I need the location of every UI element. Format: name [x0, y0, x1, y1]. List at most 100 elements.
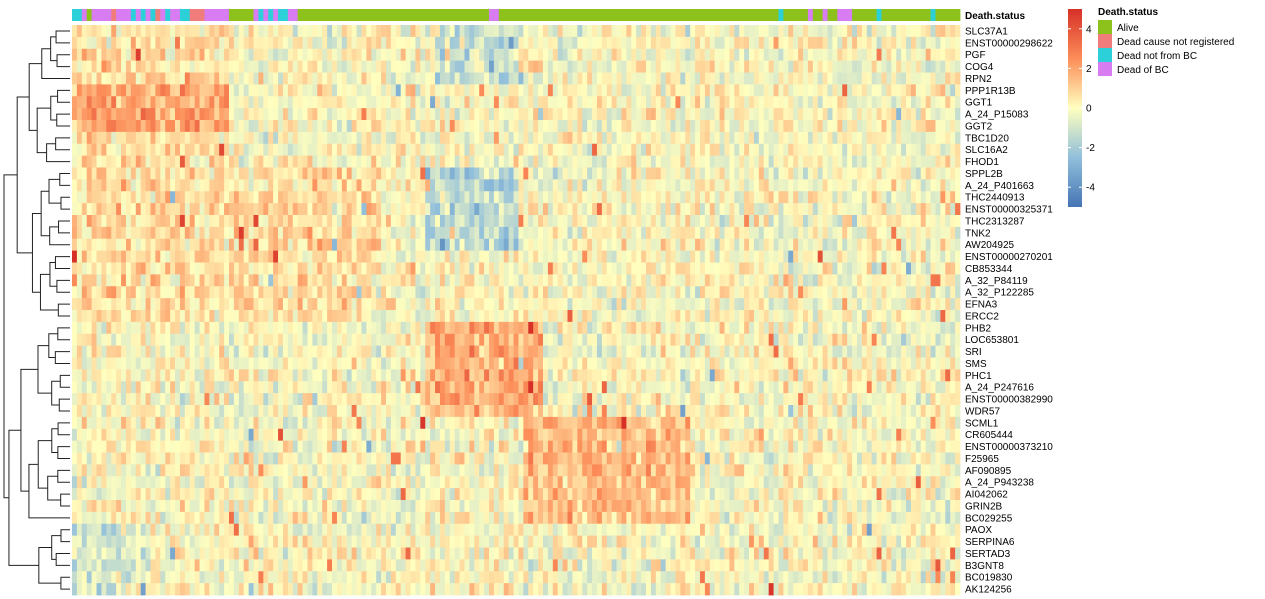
heatmap-cell [577, 84, 582, 96]
heatmap-cell [685, 144, 690, 156]
heatmap-cell [307, 61, 312, 73]
heatmap-cell [950, 179, 955, 191]
heatmap-cell [116, 132, 121, 144]
heatmap-cell [808, 156, 813, 168]
heatmap-cell [568, 168, 573, 180]
heatmap-cell [342, 132, 347, 144]
heatmap-cell [317, 61, 322, 73]
heatmap-cell [518, 120, 523, 132]
heatmap-cell [509, 61, 514, 73]
heatmap-cell [440, 156, 445, 168]
heatmap-cell [420, 132, 425, 144]
heatmap-cell [931, 49, 936, 61]
heatmap-cell [464, 73, 469, 85]
heatmap-cell [376, 84, 381, 96]
heatmap-cell [146, 298, 151, 310]
heatmap-cell [494, 73, 499, 85]
heatmap-cell [891, 227, 896, 239]
heatmap-cell [244, 286, 249, 298]
heatmap-cell [935, 203, 940, 215]
annotation-cell [877, 9, 882, 21]
heatmap-cell [558, 227, 563, 239]
heatmap-cell [415, 203, 420, 215]
heatmap-cell [204, 144, 209, 156]
heatmap-cell [195, 239, 200, 251]
heatmap-cell [847, 73, 852, 85]
heatmap-cell [146, 263, 151, 275]
heatmap-cell [361, 132, 366, 144]
heatmap-cell [121, 310, 126, 322]
heatmap-cell [97, 132, 102, 144]
heatmap-cell [455, 25, 460, 37]
heatmap-cell [97, 322, 102, 334]
heatmap-cell [592, 132, 597, 144]
heatmap-cell [940, 61, 945, 73]
heatmap-cell [612, 227, 617, 239]
heatmap-cell [455, 191, 460, 203]
heatmap-cell [798, 25, 803, 37]
heatmap-cell [675, 25, 680, 37]
heatmap-cell [832, 132, 837, 144]
heatmap-cell [352, 227, 357, 239]
heatmap-cell [720, 251, 725, 263]
heatmap-cell [489, 215, 494, 227]
heatmap-cell [494, 144, 499, 156]
heatmap-cell [656, 310, 661, 322]
heatmap-cell [621, 251, 626, 263]
annotation-cell [97, 9, 102, 21]
heatmap-cell [774, 37, 779, 49]
heatmap-cell [921, 25, 926, 37]
heatmap-cell [298, 227, 303, 239]
heatmap-cell [597, 25, 602, 37]
heatmap-cell [293, 203, 298, 215]
heatmap-cell [651, 215, 656, 227]
annotation-cell [254, 9, 259, 21]
heatmap-cell [430, 37, 435, 49]
heatmap-cell [769, 274, 774, 286]
heatmap-cell [832, 251, 837, 263]
heatmap-cell [553, 203, 558, 215]
heatmap-cell [209, 227, 214, 239]
heatmap-cell [288, 334, 293, 346]
heatmap-cell [764, 215, 769, 227]
heatmap-cell [391, 61, 396, 73]
heatmap-cell [666, 73, 671, 85]
heatmap-cell [200, 251, 205, 263]
heatmap-cell [342, 179, 347, 191]
heatmap-cell [847, 322, 852, 334]
heatmap-cell [268, 120, 273, 132]
heatmap-cell [828, 25, 833, 37]
heatmap-cell [621, 25, 626, 37]
heatmap-cell [901, 156, 906, 168]
heatmap-cell [641, 49, 646, 61]
heatmap-cell [749, 274, 754, 286]
heatmap-cell [538, 73, 543, 85]
heatmap-cell [734, 132, 739, 144]
heatmap-cell [842, 179, 847, 191]
heatmap-cell [592, 156, 597, 168]
heatmap-cell [695, 310, 700, 322]
heatmap-cell [690, 191, 695, 203]
heatmap-cell [337, 263, 342, 275]
heatmap-cell [700, 263, 705, 275]
heatmap-cell [729, 179, 734, 191]
heatmap-cell [293, 144, 298, 156]
heatmap-cell [474, 179, 479, 191]
heatmap-cell [322, 251, 327, 263]
heatmap-cell [764, 322, 769, 334]
heatmap-cell [749, 191, 754, 203]
heatmap-cell [867, 84, 872, 96]
heatmap-cell [617, 179, 622, 191]
heatmap-cell [371, 144, 376, 156]
heatmap-cell [832, 25, 837, 37]
heatmap-cell [204, 203, 209, 215]
heatmap-cell [749, 227, 754, 239]
heatmap-cell [744, 25, 749, 37]
heatmap-cell [445, 156, 450, 168]
heatmap-cell [940, 179, 945, 191]
heatmap-cell [837, 132, 842, 144]
heatmap-cell [617, 108, 622, 120]
heatmap-cell [661, 120, 666, 132]
heatmap-cell [901, 239, 906, 251]
heatmap-cell [896, 191, 901, 203]
